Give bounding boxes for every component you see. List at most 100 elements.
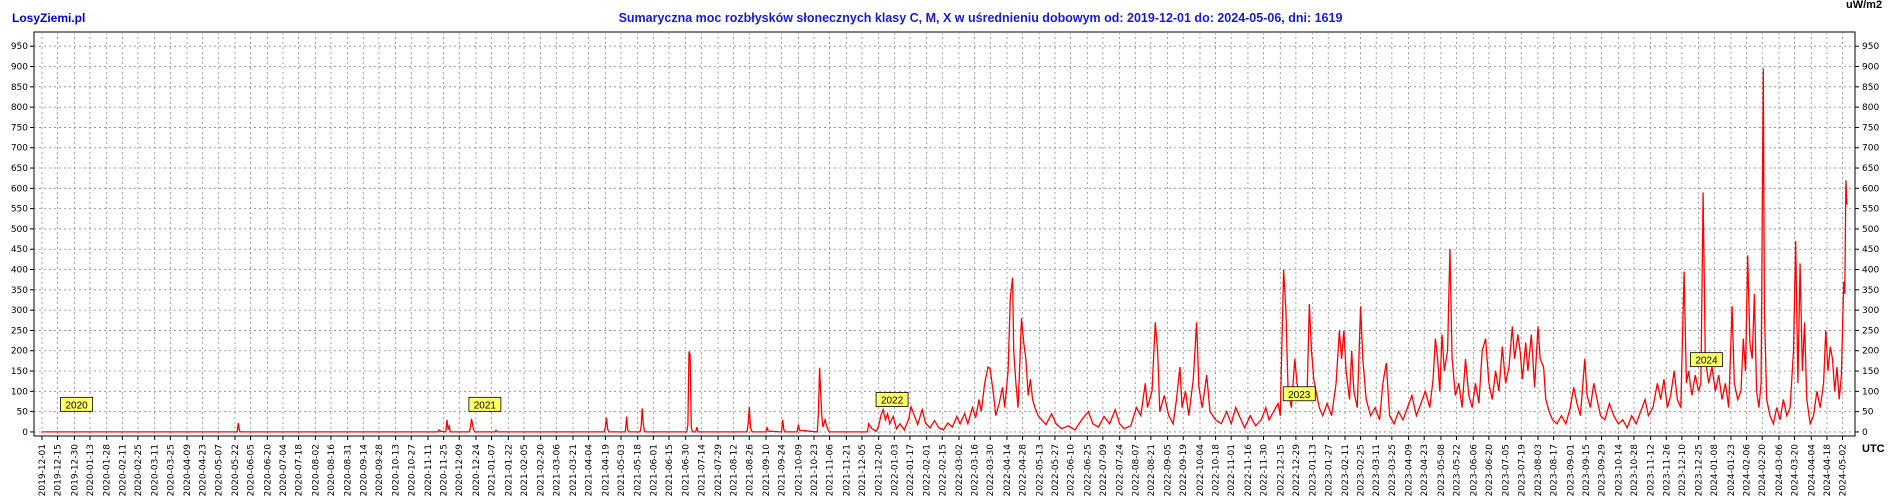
x-tick-label: 2020-11-25 [440,444,450,496]
x-tick-label: 2020-10-27 [407,444,417,496]
x-tick-label: 2021-04-19 [601,444,611,497]
y-tick-label: 600 [1862,184,1879,194]
x-tick-label: 2021-12-20 [875,444,885,497]
x-tick-label: 2023-08-17 [1550,444,1560,496]
x-tick-label: 2022-11-01 [1227,444,1237,496]
y-tick-label: 950 [1862,42,1879,52]
x-tick-label: 2021-05-03 [617,444,627,496]
y-tick-label: 900 [11,63,28,73]
x-tick-label: 2023-05-22 [1453,444,1463,496]
x-tick-label: 2020-08-31 [344,444,354,496]
x-tick-label: 2022-10-04 [1196,444,1206,497]
x-tick-label: 2021-05-18 [634,444,644,497]
time-label: UTC [1862,443,1885,455]
x-tick-label: 2021-09-10 [762,444,772,497]
x-tick-label: 2020-10-13 [392,444,402,496]
x-tick-label: 2020-06-20 [263,444,273,497]
x-tick-label: 2023-09-01 [1566,444,1576,496]
y-tick-label: 800 [1862,103,1879,113]
year-label-box [468,396,502,412]
y-tick-label: 100 [1862,387,1879,397]
y-tick-label: 300 [11,306,28,316]
x-tick-label: 2023-06-20 [1485,444,1495,497]
x-tick-label: 2022-12-29 [1292,444,1302,497]
x-tick-label: 2020-02-11 [118,444,128,496]
x-tick-label: 2024-02-06 [1743,444,1753,497]
y-tick-label: 700 [11,144,28,154]
x-tick-label: 2020-07-04 [279,444,289,497]
x-tick-label: 2022-07-09 [1099,444,1109,497]
x-tick-label: 2024-01-23 [1727,444,1737,496]
x-tick-label: 2021-06-15 [665,444,675,496]
y-tick-label: 350 [1862,286,1879,296]
y-tick-label: 650 [1862,164,1879,174]
y-tick-label: 700 [1862,144,1879,154]
x-tick-label: 2020-09-28 [375,444,385,497]
y-tick-label: 250 [11,326,28,336]
x-tick-label: 2021-09-24 [778,444,788,497]
x-tick-label: 2023-03-11 [1372,444,1382,496]
x-tick-label: 2022-10-18 [1212,444,1222,497]
x-tick-label: 2024-04-04 [1807,444,1817,497]
x-tick-label: 2022-08-07 [1131,444,1141,496]
x-tick-label: 2020-02-25 [134,444,144,496]
x-tick-label: 2023-01-27 [1324,444,1334,496]
x-tick-label: 2021-12-05 [858,444,868,496]
y-tick-label: 50 [1862,408,1874,418]
x-tick-label: 2022-03-16 [971,444,981,497]
x-tick-label: 2020-01-13 [86,444,96,496]
x-tick-label: 2021-01-22 [504,444,514,496]
year-label-box [60,396,93,412]
x-tick-label: 2023-12-25 [1695,444,1705,496]
x-tick-label: 2023-10-14 [1614,444,1624,497]
y-tick-label: 600 [11,184,28,194]
x-tick-label: 2021-06-01 [649,444,659,496]
chart-title: Sumaryczna moc rozbłysków słonecznych kl… [619,11,1343,25]
y-tick-label: 200 [1862,347,1879,357]
x-tick-label: 2023-09-15 [1582,444,1592,496]
x-tick-label: 2022-06-25 [1083,444,1093,496]
x-tick-label: 2022-01-17 [906,444,916,496]
x-tick-label: 2023-02-11 [1341,444,1351,496]
year-label: 2024 [1695,356,1718,367]
x-tick-label: 2024-03-20 [1791,444,1801,497]
year-label: 2022 [881,395,904,406]
x-tick-label: 2022-12-15 [1276,444,1286,496]
x-tick-label: 2022-05-27 [1051,444,1061,496]
x-tick-label: 2023-02-25 [1357,444,1367,496]
x-tick-label: 2020-01-28 [103,444,113,497]
x-tick-label: 2023-01-13 [1309,444,1319,496]
y-tick-label: 300 [1862,306,1879,316]
y-tick-label: 350 [11,286,28,296]
x-tick-label: 2020-08-02 [311,444,321,496]
x-tick-label: 2021-11-21 [842,444,852,496]
y-tick-label: 500 [1862,225,1879,235]
x-tick-label: 2022-03-02 [955,444,965,496]
flare-power-series-line [42,68,1848,433]
x-tick-label: 2021-10-23 [810,444,820,496]
y-tick-label: 450 [11,245,28,255]
y-tick-label: 150 [11,367,28,377]
x-tick-label: 2021-07-14 [697,444,707,497]
y-tick-label: 150 [1862,367,1879,377]
y-tick-label: 850 [11,83,28,93]
year-label-box [1282,386,1316,402]
x-tick-label: 2021-08-12 [730,444,740,496]
x-tick-label: 2022-05-13 [1035,444,1045,496]
y-tick-label: 900 [1862,63,1879,73]
x-tick-label: 2022-11-30 [1260,444,1270,497]
year-label-box [1690,352,1723,368]
x-tick-label: 2020-06-05 [247,444,257,496]
x-tick-label: 2021-01-07 [488,444,498,496]
x-tick-label: 2024-05-02 [1839,444,1849,496]
y-tick-label: 400 [1862,266,1879,276]
x-tick-label: 2020-09-14 [359,444,369,497]
x-tick-label: 2022-09-05 [1164,444,1174,496]
x-tick-label: 2024-01-08 [1710,444,1720,497]
plot-area [33,31,1856,437]
site-label: LosyZiemi.pl [12,11,85,25]
x-tick-label: 2020-05-22 [231,444,241,496]
x-tick-label: 2021-04-04 [585,444,595,497]
x-tick-label: 2022-03-30 [986,444,996,497]
